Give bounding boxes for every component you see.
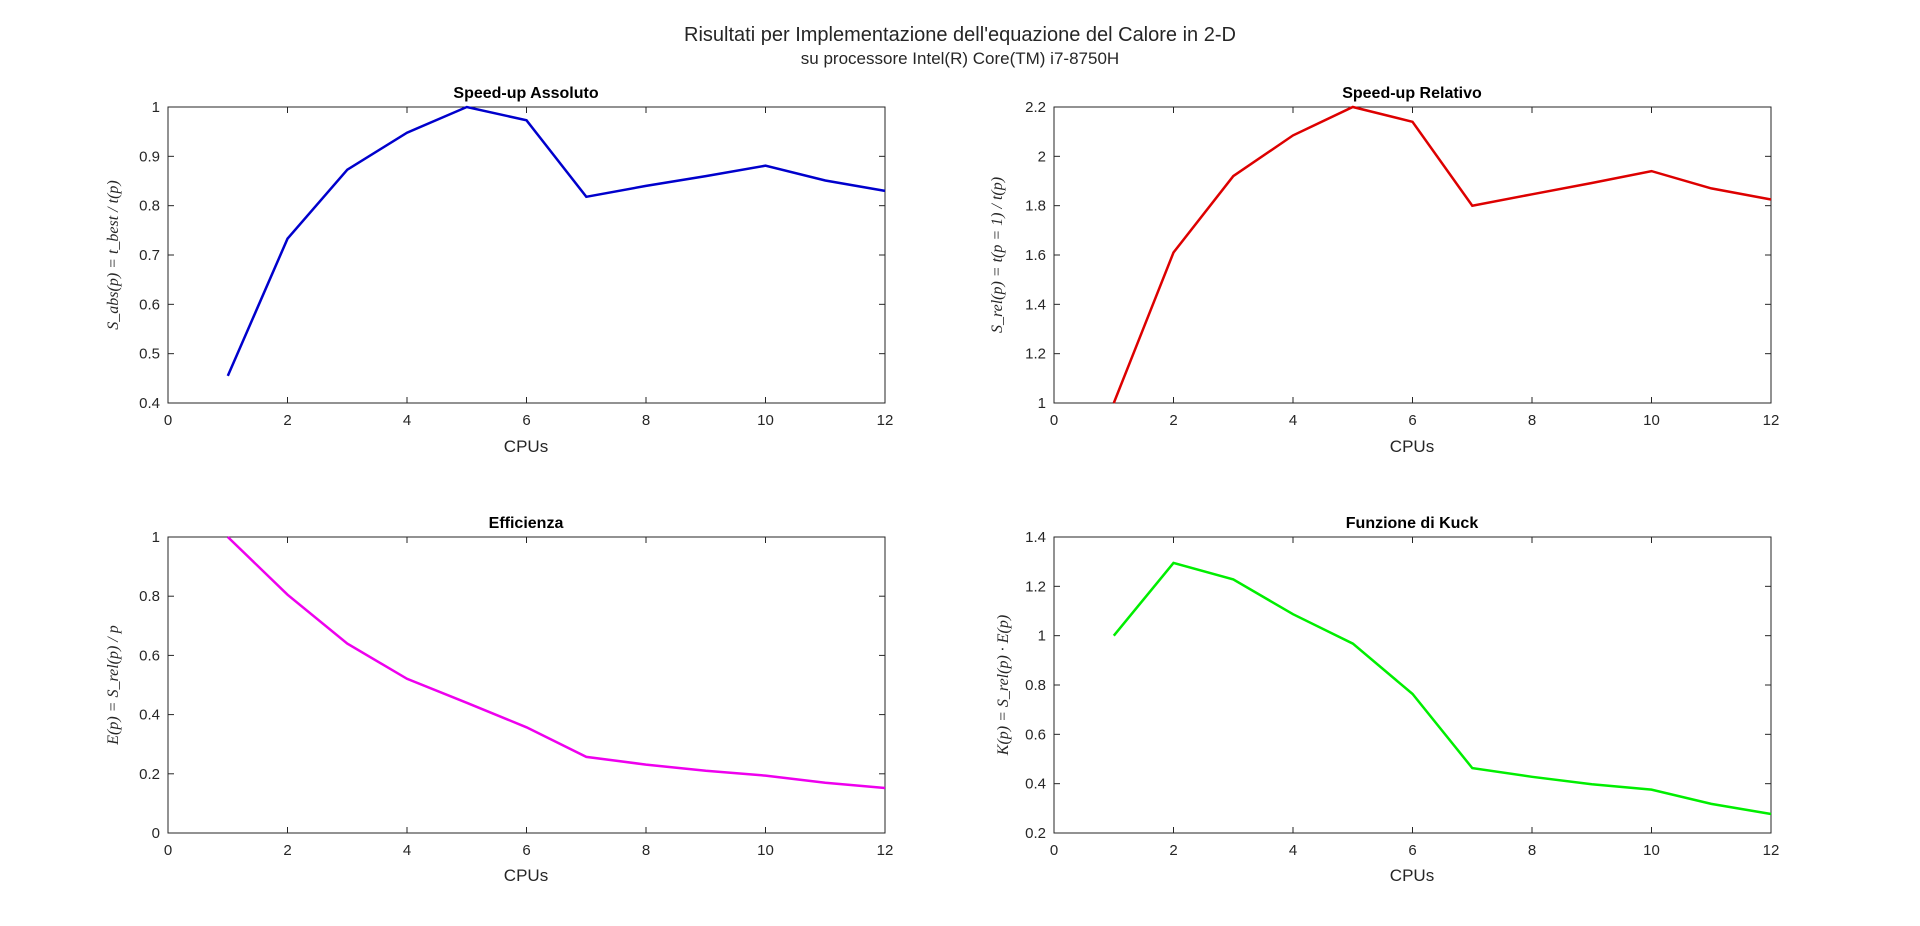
x-tick-label: 4 (1289, 842, 1297, 859)
x-tick-label: 12 (877, 412, 894, 429)
y-tick-label: 0.8 (1025, 677, 1046, 694)
axes-box (1053, 536, 1772, 834)
x-tick-label: 12 (877, 842, 894, 859)
x-tick-label: 4 (1289, 412, 1297, 429)
y-tick-label: 0.8 (139, 198, 160, 215)
x-tick-label: 10 (1643, 842, 1660, 859)
x-tick-label: 10 (757, 842, 774, 859)
data-line (226, 105, 886, 377)
x-tick-label: 8 (642, 412, 650, 429)
x-tick-label: 6 (522, 842, 530, 859)
y-axis-label: K(p) = S_rel(p) · E(p) (995, 615, 1012, 756)
x-tick-label: 12 (1763, 412, 1780, 429)
subplot-speedup-relativo: Speed-up Relativo CPUs S_rel(p) = t(p = … (989, 85, 1779, 456)
x-tick-label: 6 (1408, 842, 1416, 859)
subplot-title: Efficienza (489, 515, 564, 532)
x-tick-label: 2 (1169, 842, 1177, 859)
y-tick-label: 1.4 (1025, 296, 1046, 313)
axes-box (167, 536, 886, 834)
x-tick-label: 4 (403, 412, 411, 429)
y-tick-label: 1.2 (1025, 346, 1046, 363)
x-tick-label: 2 (283, 842, 291, 859)
y-tick-label: 0.2 (139, 766, 160, 783)
y-tick-label: 1.2 (1025, 578, 1046, 595)
x-tick-label: 8 (642, 842, 650, 859)
y-tick-label: 0.6 (139, 647, 160, 664)
y-tick-label: 0.5 (139, 346, 160, 363)
subplot-title: Speed-up Assoluto (453, 85, 598, 102)
x-tick-label: 10 (1643, 412, 1660, 429)
axis-ticks: 0 2 4 6 8 10 12 0.4 0.5 0.6 0.7 0.8 0.9 1 (139, 99, 893, 429)
y-axis-label: S_abs(p) = t_best / t(p) (105, 180, 122, 329)
x-tick-label: 6 (522, 412, 530, 429)
subplot-efficienza: Efficienza CPUs E(p) = S_rel(p) / p 0 2 4 6… (105, 515, 893, 885)
x-axis-label: CPUs (504, 866, 548, 885)
y-axis-label: E(p) = S_rel(p) / p (105, 625, 122, 746)
data-line (1112, 105, 1772, 404)
y-tick-label: 1 (152, 529, 160, 546)
x-tick-label: 8 (1528, 412, 1536, 429)
x-tick-label: 10 (757, 412, 774, 429)
y-axis-label: S_rel(p) = t(p = 1) / t(p) (989, 177, 1006, 333)
y-tick-label: 2 (1038, 148, 1046, 165)
y-tick-label: 0.6 (139, 296, 160, 313)
axes-box (167, 106, 886, 404)
subplot-speedup-assoluto: Speed-up Assoluto CPUs S_abs(p) = t_best… (105, 85, 893, 456)
y-tick-label: 0.4 (1025, 776, 1046, 793)
x-axis-label: CPUs (1390, 437, 1434, 456)
axis-ticks: 0 2 4 6 8 10 12 0 0.2 0.4 0.6 0.8 1 (139, 529, 893, 859)
data-line (1112, 561, 1772, 816)
x-tick-label: 4 (403, 842, 411, 859)
axis-ticks: 0 2 4 6 8 10 12 0.2 0.4 0.6 0.8 1 1.2 1.4 (1025, 529, 1779, 859)
y-tick-label: 0.4 (139, 395, 160, 412)
y-tick-label: 1 (1038, 628, 1046, 645)
x-tick-label: 6 (1408, 412, 1416, 429)
y-tick-label: 2.2 (1025, 99, 1046, 116)
y-tick-label: 1.6 (1025, 247, 1046, 264)
y-tick-label: 1 (1038, 395, 1046, 412)
x-axis-label: CPUs (1390, 866, 1434, 885)
x-tick-label: 12 (1763, 842, 1780, 859)
subplot-title: Funzione di Kuck (1346, 515, 1479, 532)
y-tick-label: 0 (152, 825, 160, 842)
subplot-funzione-kuck: Funzione di Kuck CPUs K(p) = S_rel(p) · … (995, 515, 1779, 885)
y-tick-label: 0.2 (1025, 825, 1046, 842)
y-tick-label: 0.9 (139, 148, 160, 165)
data-line (226, 536, 886, 790)
axis-ticks: 0 2 4 6 8 10 12 1 1.2 1.4 1.6 1.8 2 2.2 (1025, 99, 1779, 429)
x-axis-label: CPUs (504, 437, 548, 456)
x-tick-label: 0 (1050, 842, 1058, 859)
y-tick-label: 0.6 (1025, 726, 1046, 743)
y-tick-label: 1 (152, 99, 160, 116)
x-tick-label: 2 (283, 412, 291, 429)
x-tick-label: 0 (164, 842, 172, 859)
subplot-title: Speed-up Relativo (1342, 85, 1482, 102)
y-tick-label: 0.7 (139, 247, 160, 264)
x-tick-label: 0 (164, 412, 172, 429)
axes-box (1053, 106, 1772, 404)
y-tick-label: 1.8 (1025, 198, 1046, 215)
x-tick-label: 0 (1050, 412, 1058, 429)
figure-title: Risultati per Implementazione dell'equaz… (684, 24, 1236, 46)
y-tick-label: 0.4 (139, 707, 160, 724)
x-tick-label: 8 (1528, 842, 1536, 859)
y-tick-label: 1.4 (1025, 529, 1046, 546)
x-tick-label: 2 (1169, 412, 1177, 429)
y-tick-label: 0.8 (139, 588, 160, 605)
figure-subtitle: su processore Intel(R) Core(TM) i7-8750H (801, 49, 1119, 68)
